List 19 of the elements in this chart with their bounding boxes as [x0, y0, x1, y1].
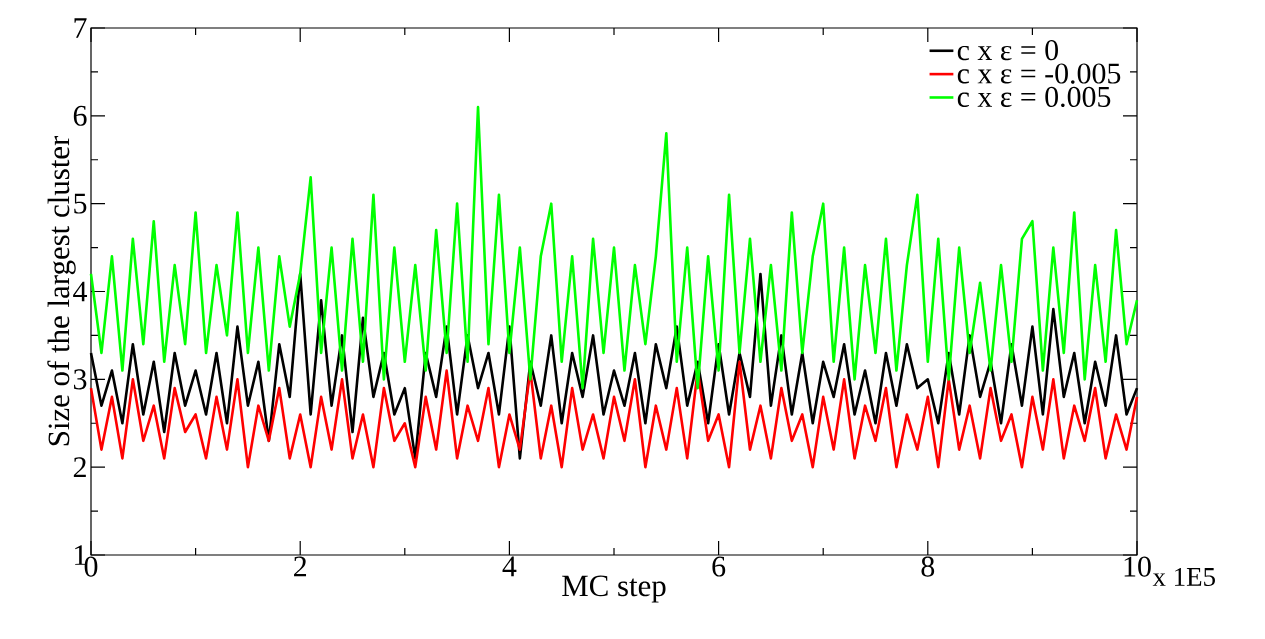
line-series: [89, 105, 1139, 390]
x-tick-label: 8: [921, 556, 935, 577]
x-tick-label: 0: [84, 556, 98, 577]
y-tick-label: 2: [73, 457, 86, 478]
y-tick-label: 1: [75, 545, 86, 565]
legend-label: c x ε = 0.005: [957, 86, 1111, 108]
y-tick-label: 3: [73, 369, 87, 390]
line-series: [89, 360, 1139, 469]
x-tick-label: 10: [1124, 556, 1151, 577]
legend-label: c x ε = 0: [957, 40, 1058, 61]
x-tick-label: 2: [294, 556, 307, 577]
x-tick-label: 6: [712, 556, 726, 577]
y-tick-label: 7: [74, 18, 87, 38]
x-tick-label: 4: [502, 556, 517, 577]
text: x 1E5: [1152, 567, 1215, 587]
y-tick-label: 5: [74, 193, 87, 214]
legend-label: c x ε = -0.005: [957, 63, 1121, 84]
x-axis-title: MC step: [562, 575, 666, 603]
y-tick-label: 6: [73, 105, 87, 126]
